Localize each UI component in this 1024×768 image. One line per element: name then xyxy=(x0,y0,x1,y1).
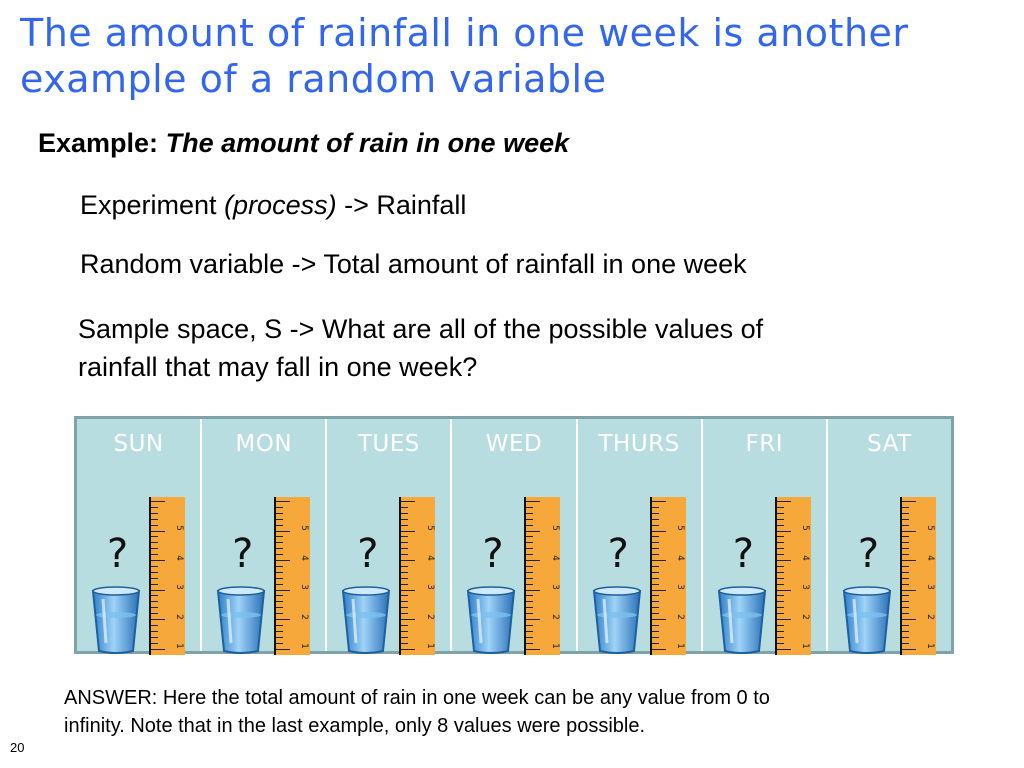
water-glass-icon xyxy=(339,585,393,660)
ruler-number: 1 xyxy=(674,643,685,649)
title-line-1: The amount of rainfall in one week is an… xyxy=(20,11,909,55)
random-variable-line: Random variable -> Total amount of rainf… xyxy=(80,249,747,279)
ruler-number: 1 xyxy=(174,643,185,649)
ruler-number: 5 xyxy=(799,525,810,531)
unknown-amount-mark: ? xyxy=(357,531,379,577)
day-label: SUN xyxy=(113,431,164,457)
water-glass-icon xyxy=(840,585,894,660)
ruler-number: 4 xyxy=(924,554,935,561)
unknown-amount-mark: ? xyxy=(482,531,504,577)
ruler-icon: 1 2 3 4 5 xyxy=(649,497,686,655)
water-glass-icon xyxy=(89,585,143,660)
ruler-number: 3 xyxy=(299,584,310,590)
day-panel-wed: WED? 1 2 3 4 5 xyxy=(452,419,578,655)
ruler-number: 1 xyxy=(424,643,435,649)
day-panel-mon: MON? 1 2 3 4 5 xyxy=(202,419,328,655)
water-glass-icon xyxy=(590,585,644,660)
ruler-number: 5 xyxy=(299,525,310,531)
ruler-number: 2 xyxy=(674,613,685,620)
ruler-number: 2 xyxy=(799,613,810,620)
ruler-number: 1 xyxy=(549,643,560,649)
unknown-amount-mark: ? xyxy=(232,531,254,577)
ruler-icon: 1 2 3 4 5 xyxy=(774,497,811,655)
experiment-line: Experiment (process) -> Rainfall xyxy=(80,190,466,221)
ruler-number: 3 xyxy=(424,584,435,590)
ruler-number: 3 xyxy=(174,584,185,590)
sample-space-text: Sample space, S -> What are all of the p… xyxy=(78,310,763,386)
ruler-number: 3 xyxy=(674,584,685,590)
ruler-number: 2 xyxy=(424,613,435,620)
ruler-number: 1 xyxy=(299,643,310,649)
ruler-number: 2 xyxy=(174,613,185,620)
ruler-number: 3 xyxy=(799,584,810,590)
experiment-italic: (process) xyxy=(224,190,337,220)
water-glass-icon xyxy=(715,585,769,660)
water-glass-icon xyxy=(464,585,518,660)
ruler-number: 5 xyxy=(424,525,435,531)
answer-text: ANSWER: Here the total amount of rain in… xyxy=(64,684,1004,740)
answer-line-1: ANSWER: Here the total amount of rain in… xyxy=(64,687,770,709)
unknown-amount-mark: ? xyxy=(607,531,629,577)
ruler-number: 3 xyxy=(924,584,935,590)
example-label: Example: xyxy=(38,128,159,158)
sample-space-line-2: rainfall that may fall in one week? xyxy=(78,352,478,382)
ruler-number: 2 xyxy=(299,613,310,620)
ruler-icon: 1 2 3 4 5 xyxy=(399,497,436,655)
day-label: THURS xyxy=(598,431,680,457)
page-number: 20 xyxy=(10,740,25,755)
ruler-number: 2 xyxy=(924,613,935,620)
unknown-amount-mark: ? xyxy=(857,531,880,577)
ruler-icon: 1 2 3 4 5 xyxy=(274,497,311,655)
ruler-number: 2 xyxy=(549,613,560,620)
ruler-number: 4 xyxy=(174,554,185,561)
day-panel-thurs: THURS? 1 2 3 4 5 xyxy=(578,419,703,655)
day-label: SAT xyxy=(867,431,912,457)
ruler-number: 4 xyxy=(299,554,310,561)
ruler-number: 5 xyxy=(549,525,560,531)
experiment-prefix: Experiment xyxy=(80,190,225,220)
unknown-amount-mark: ? xyxy=(732,531,754,577)
ruler-icon: 1 2 3 4 5 xyxy=(524,497,561,655)
ruler-number: 4 xyxy=(799,554,810,561)
day-label: WED xyxy=(485,431,543,457)
ruler-number: 5 xyxy=(174,525,185,531)
ruler-number: 4 xyxy=(549,554,560,561)
ruler-number: 1 xyxy=(799,643,810,649)
unknown-amount-mark: ? xyxy=(107,531,129,577)
example-heading: Example: The amount of rain in one week xyxy=(38,128,569,159)
ruler-icon: 1 2 3 4 5 xyxy=(149,497,185,655)
water-glass-icon xyxy=(214,585,268,660)
experiment-suffix: -> Rainfall xyxy=(336,190,467,220)
ruler-number: 1 xyxy=(924,643,935,649)
day-label: FRI xyxy=(745,431,784,457)
day-panel-sun: SUN? 1 2 3 4 5 xyxy=(77,419,203,655)
ruler-number: 5 xyxy=(674,525,685,531)
ruler-number: 4 xyxy=(674,554,685,561)
answer-line-2: infinity. Note that in the last example,… xyxy=(64,715,646,737)
rain-gauge-strip: SUN? 1 2 3 4 5 MON? 1 2 3 4 5 TUES? 1 2 3 4 5 WED? 1 2 3 4 5 THU… xyxy=(74,416,954,655)
ruler-icon: 1 2 3 4 5 xyxy=(899,497,936,655)
ruler-number: 3 xyxy=(549,584,560,590)
ruler-number: 5 xyxy=(924,525,935,531)
day-panel-sat: SAT? 1 2 3 4 5 xyxy=(828,419,951,655)
day-panel-tues: TUES? 1 2 3 4 5 xyxy=(327,419,453,655)
ruler-number: 4 xyxy=(424,554,435,561)
day-label: TUES xyxy=(357,431,420,457)
example-text: The amount of rain in one week xyxy=(165,128,570,158)
day-panel-fri: FRI? 1 2 3 4 5 xyxy=(703,419,828,655)
sample-space-line-1: Sample space, S -> What are all of the p… xyxy=(78,314,764,344)
day-label: MON xyxy=(235,431,293,457)
title-line-2: example of a random variable xyxy=(20,57,607,101)
slide-title: The amount of rainfall in one week is an… xyxy=(20,10,1010,102)
